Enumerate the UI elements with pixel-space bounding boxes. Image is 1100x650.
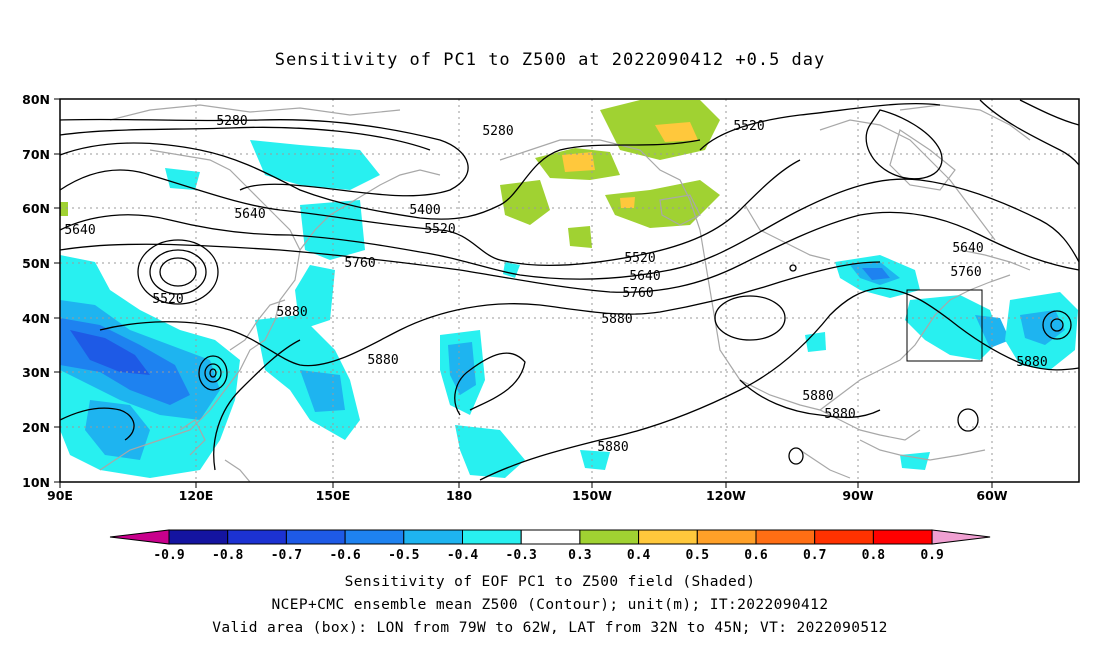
lon-label: 120W: [706, 488, 746, 503]
negative-sensitivity-shading: [60, 140, 1078, 478]
contour-label: 5520: [733, 119, 764, 134]
colorbar-label: -0.7: [271, 548, 302, 563]
colorbar-swatch: [579, 529, 640, 545]
colorbar-label: -0.9: [153, 548, 184, 563]
colorbar-swatch: [755, 529, 816, 545]
colorbar-label: -0.6: [329, 548, 360, 563]
lon-label: 90E: [47, 488, 73, 503]
map-panel: 5280 5280 5520 5400 5520 5640 5640 5520 …: [22, 92, 1080, 503]
colorbar-label: 0.3: [568, 548, 591, 563]
colorbar-left-arrow: [109, 529, 170, 545]
colorbar-label: -0.8: [212, 548, 243, 563]
contour-label: 5760: [344, 256, 375, 271]
contour-label: 5520: [424, 222, 455, 237]
contour-label: 5760: [622, 286, 653, 301]
contour-label: 5280: [216, 114, 247, 129]
contour-label: 5880: [1016, 355, 1047, 370]
plot-title: Sensitivity of PC1 to Z500 at 2022090412…: [274, 50, 826, 70]
contour-label: 5640: [629, 269, 660, 284]
contour-label: 5520: [152, 292, 183, 307]
contour-label: 5880: [597, 440, 628, 455]
lat-label: 70N: [22, 147, 50, 162]
lat-label: 50N: [22, 256, 50, 271]
colorbar-swatch: [872, 529, 933, 545]
colorbar-label: 0.6: [744, 548, 768, 563]
colorbar-swatch: [344, 529, 405, 545]
lat-label: 20N: [22, 420, 50, 435]
contour-label: 5400: [409, 203, 440, 218]
contour-label: 5880: [367, 353, 398, 368]
footer-line-3: Valid area (box): LON from 79W to 62W, L…: [212, 620, 888, 636]
contour-label: 5640: [234, 207, 265, 222]
lat-label: 10N: [22, 475, 50, 490]
lon-label: 150W: [572, 488, 612, 503]
contour-label: 5880: [824, 407, 855, 422]
lon-label: 150E: [316, 488, 351, 503]
footer-line-1: Sensitivity of EOF PC1 to Z500 field (Sh…: [344, 574, 756, 590]
colorbar-swatch: [168, 529, 229, 545]
colorbar-label: -0.3: [506, 548, 537, 563]
contour-label: 5880: [276, 305, 307, 320]
valid-area-box: [906, 289, 983, 362]
latitude-labels: 80N 70N 60N 50N 40N 30N 20N 10N: [22, 92, 50, 490]
colorbar-swatch: [520, 529, 581, 545]
lon-label: 60W: [976, 488, 1007, 503]
colorbar-swatch: [814, 529, 874, 545]
colorbar-swatch: [285, 529, 346, 545]
contour-label: 5880: [601, 312, 632, 327]
contour-label: 5280: [482, 124, 513, 139]
map-frame: [59, 98, 1080, 483]
colorbar-swatch: [403, 529, 463, 545]
lon-label: 180: [446, 488, 472, 503]
coastlines: [99, 104, 1031, 483]
lon-label: 120E: [179, 488, 214, 503]
colorbar: -0.9 -0.8 -0.7 -0.6 -0.5 -0.4 -0.3 0.3 0.4 0.5 0.6…: [109, 529, 991, 563]
lon-label: 90W: [842, 488, 873, 503]
contour-label: 5520: [624, 251, 655, 266]
colorbar-label: 0.4: [627, 548, 651, 563]
lat-label: 40N: [22, 311, 50, 326]
colorbar-swatch: [638, 529, 698, 545]
lat-label: 30N: [22, 365, 50, 380]
lat-label: 80N: [22, 92, 50, 107]
colorbar-label: 0.9: [920, 548, 943, 563]
contour-label: 5640: [952, 241, 983, 256]
axis-ticks: [54, 98, 993, 488]
colorbar-label: -0.5: [388, 548, 419, 563]
contour-label: 5640: [64, 223, 95, 238]
graticule: [60, 99, 1079, 482]
colorbar-label: 0.7: [803, 548, 826, 563]
contour-labels: 5280 5280 5520 5400 5520 5640 5640 5520 …: [64, 114, 1047, 455]
colorbar-label: 0.5: [686, 548, 709, 563]
colorbar-swatch: [696, 529, 757, 545]
contour-label: 5880: [802, 389, 833, 404]
longitude-labels: 90E 120E 150E 180 150W 120W 90W 60W: [47, 488, 1008, 503]
colorbar-label: -0.4: [447, 548, 478, 563]
footer-line-2: NCEP+CMC ensemble mean Z500 (Contour); u…: [271, 597, 829, 613]
colorbar-swatch: [462, 529, 522, 545]
contour-label: 5760: [950, 265, 981, 280]
colorbar-label: 0.8: [862, 548, 886, 563]
lat-label: 60N: [22, 201, 50, 216]
z500-contours: [59, 99, 1080, 481]
colorbar-swatch: [227, 529, 287, 545]
colorbar-right-arrow: [931, 529, 991, 545]
